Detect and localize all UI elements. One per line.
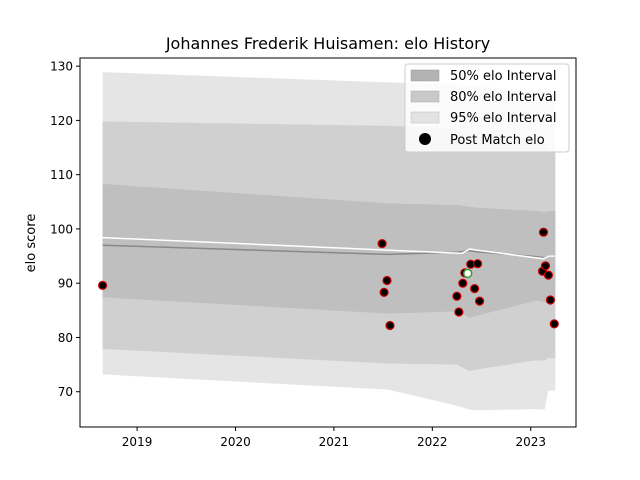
data-point [545, 295, 556, 305]
chart-title: Johannes Frederik Huisamen: elo History [165, 34, 490, 53]
data-point [385, 320, 395, 331]
band-50 [102, 183, 556, 318]
legend-marker-points [419, 133, 431, 145]
legend-label-points: Post Match elo [450, 133, 545, 148]
data-point [377, 239, 387, 249]
legend-box [404, 63, 570, 153]
data-point [540, 261, 551, 271]
data-point [458, 278, 468, 288]
data-point [475, 296, 485, 306]
y-axis: 70 80 90 100 110 120 130 [50, 60, 80, 399]
data-point [452, 291, 462, 301]
y-tick-label: 120 [50, 114, 73, 128]
data-point [473, 259, 483, 269]
highlight-point [462, 268, 473, 279]
legend-label-band50: 50% elo Interval [450, 69, 557, 84]
legend-label-band80: 80% elo Interval [450, 90, 557, 105]
y-tick-label: 90 [58, 277, 73, 291]
x-tick-label: 2023 [515, 435, 546, 449]
data-point [543, 270, 554, 280]
x-tick-label: 2019 [122, 435, 153, 449]
legend: 50% elo Interval 80% elo Interval 95% el… [404, 63, 570, 153]
legend-swatch-band50 [410, 69, 440, 82]
legend-swatch-band95 [410, 111, 440, 124]
x-tick-label: 2022 [417, 435, 448, 449]
data-point [454, 307, 464, 317]
data-point [379, 287, 389, 297]
x-axis: 2019 2020 2021 2022 2023 [122, 427, 546, 449]
legend-label-band95: 95% elo Interval [450, 111, 557, 126]
data-point [470, 284, 480, 294]
plot-area [97, 72, 559, 411]
y-tick-label: 80 [58, 331, 73, 345]
data-point [382, 275, 392, 286]
plot-frame [79, 57, 577, 428]
y-tick-label: 70 [58, 385, 73, 399]
legend-swatch-band80 [410, 90, 440, 103]
y-tick-label: 130 [50, 60, 73, 74]
y-tick-label: 100 [50, 222, 73, 236]
data-point [549, 319, 559, 329]
x-tick-label: 2021 [319, 435, 350, 449]
data-point [538, 227, 549, 237]
data-point [97, 280, 108, 290]
y-tick-label: 110 [50, 168, 73, 182]
x-tick-label: 2020 [220, 435, 251, 449]
y-axis-label: elo score [24, 214, 39, 273]
trend-line [102, 236, 556, 260]
